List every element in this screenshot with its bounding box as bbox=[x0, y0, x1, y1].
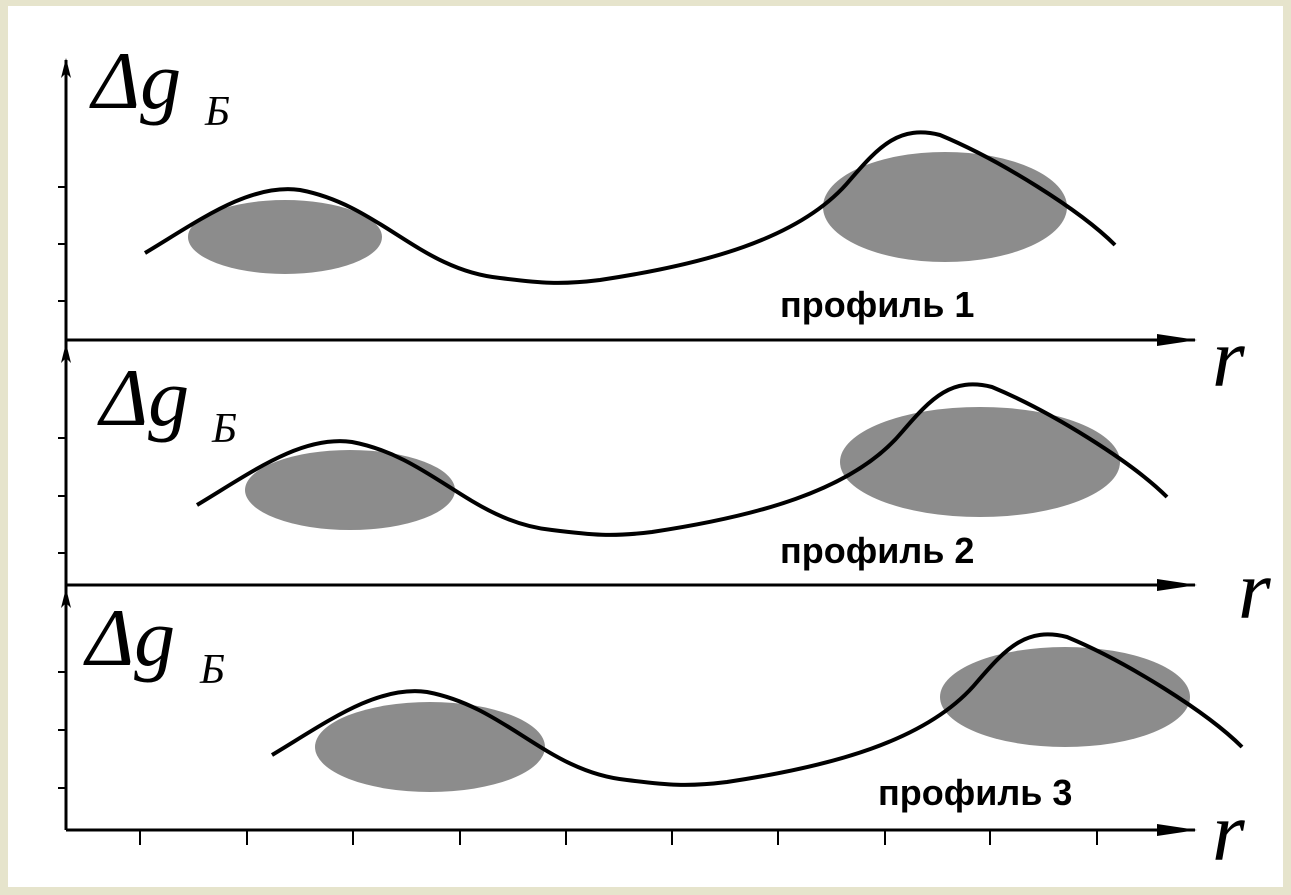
x-label: r bbox=[1238, 544, 1271, 637]
y-label-sub: Б bbox=[211, 406, 237, 452]
anomaly-body bbox=[315, 702, 545, 792]
y-label: Δg bbox=[89, 35, 181, 126]
anomaly-body bbox=[245, 450, 455, 530]
y-label-sub: Б bbox=[204, 89, 230, 135]
y-label-sub: Б bbox=[199, 647, 225, 693]
diagram: Δg Б r профиль 1 Δg Б r профиль 2 Δg Б r… bbox=[0, 0, 1291, 895]
y-label: Δg bbox=[97, 352, 189, 443]
x-label: r bbox=[1212, 786, 1245, 879]
profile-label: профиль 1 bbox=[780, 284, 974, 325]
anomaly-body bbox=[940, 647, 1190, 747]
anomaly-body bbox=[840, 407, 1120, 517]
x-label: r bbox=[1212, 312, 1245, 405]
profile-label: профиль 3 bbox=[878, 772, 1072, 813]
y-label: Δg bbox=[83, 592, 175, 683]
profile-label: профиль 2 bbox=[780, 530, 974, 571]
